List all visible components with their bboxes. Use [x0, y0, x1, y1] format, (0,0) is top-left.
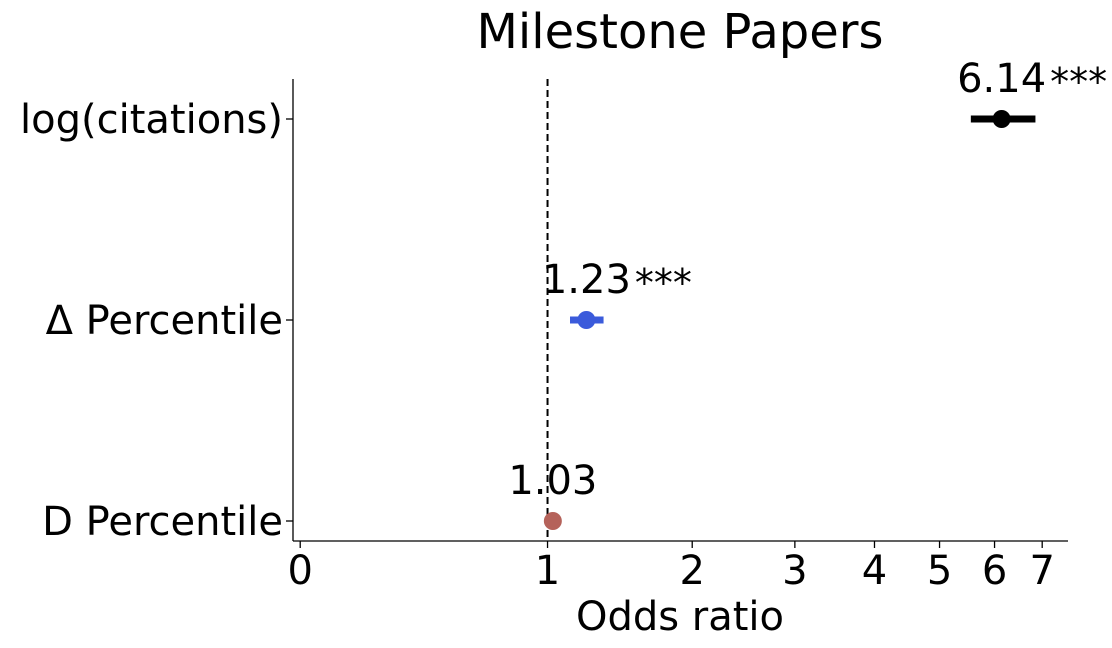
odds-ratio-label: 1.23: [542, 257, 631, 303]
point-estimate: [577, 311, 596, 329]
y-tick-label: D Percentile: [42, 499, 283, 545]
odds-ratio-label: 6.14: [957, 56, 1046, 102]
x-tick-label: 2: [679, 548, 704, 594]
x-tick-label: 3: [782, 548, 807, 594]
x-tick-label: 4: [862, 548, 887, 594]
x-tick-label: 5: [927, 548, 952, 594]
x-tick-label: 1: [535, 548, 560, 594]
y-tick-label: Δ Percentile: [46, 298, 283, 344]
point-estimate: [992, 110, 1011, 128]
odds-ratio-label: 1.03: [508, 458, 597, 504]
x-axis-label: Odds ratio: [576, 594, 784, 640]
point-estimate: [543, 512, 562, 530]
significance-label: ***: [1050, 60, 1107, 104]
significance-label: ***: [635, 261, 692, 305]
y-tick-label: log(citations): [20, 97, 283, 143]
x-tick-label: 0: [287, 548, 312, 594]
x-tick-label: 7: [1029, 548, 1054, 594]
x-tick-label: 6: [982, 548, 1007, 594]
chart-title: Milestone Papers: [477, 4, 884, 60]
